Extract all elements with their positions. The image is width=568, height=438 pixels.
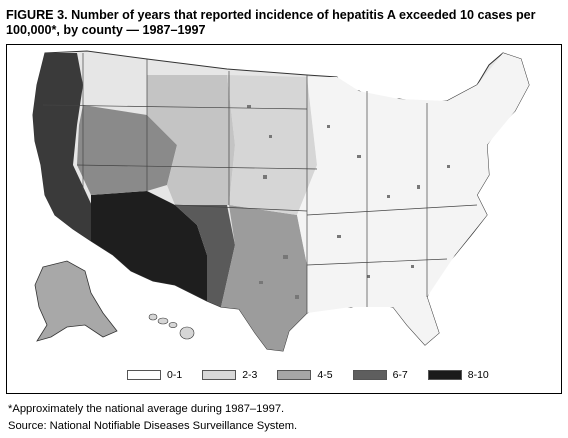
footnote-asterisk: *Approximately the national average duri…	[8, 403, 285, 415]
legend-label-8-10: 8-10	[467, 369, 489, 381]
legend-label-6-7: 6-7	[392, 369, 408, 381]
legend-item-4-5: 4-5	[277, 369, 333, 381]
region-east-white	[297, 53, 529, 345]
county-speckles	[247, 105, 450, 299]
legend-item-0-1: 0-1	[127, 369, 182, 381]
footnote-source: Source: National Notifiable Diseases Sur…	[8, 420, 298, 432]
us-county-map	[32, 50, 530, 352]
legend-item-6-7: 6-7	[352, 369, 408, 381]
legend-label-4-5: 4-5	[317, 369, 333, 381]
figure-title: FIGURE 3. Number of years that reported …	[6, 8, 536, 37]
legend-item-8-10: 8-10	[427, 369, 489, 381]
region-southwest-dark	[91, 191, 207, 301]
legend-swatch-8-10	[427, 370, 462, 380]
hawaii-shape	[148, 313, 195, 340]
region-nevada-utah-mid	[77, 105, 177, 195]
legend-label-2-3: 2-3	[242, 369, 258, 381]
legend-item-2-3: 2-3	[202, 369, 257, 381]
region-west-coast-dark	[33, 53, 99, 241]
legend-swatch-6-7	[352, 370, 387, 380]
region-new-mexico-mid	[175, 205, 235, 307]
region-plains-light	[227, 75, 317, 215]
legend-swatch-2-3	[202, 370, 237, 380]
legend: 0-1 2-3 4-5 6-7 8-10	[127, 367, 509, 383]
map-frame: 0-1 2-3 4-5 6-7 8-10	[6, 44, 562, 394]
alaska-shape	[34, 260, 118, 342]
legend-swatch-4-5	[277, 370, 312, 380]
region-texas-oklahoma-mid	[221, 205, 307, 351]
state-lines	[42, 53, 478, 313]
legend-swatch-0-1	[127, 370, 161, 380]
legend-label-0-1: 0-1	[167, 369, 183, 381]
